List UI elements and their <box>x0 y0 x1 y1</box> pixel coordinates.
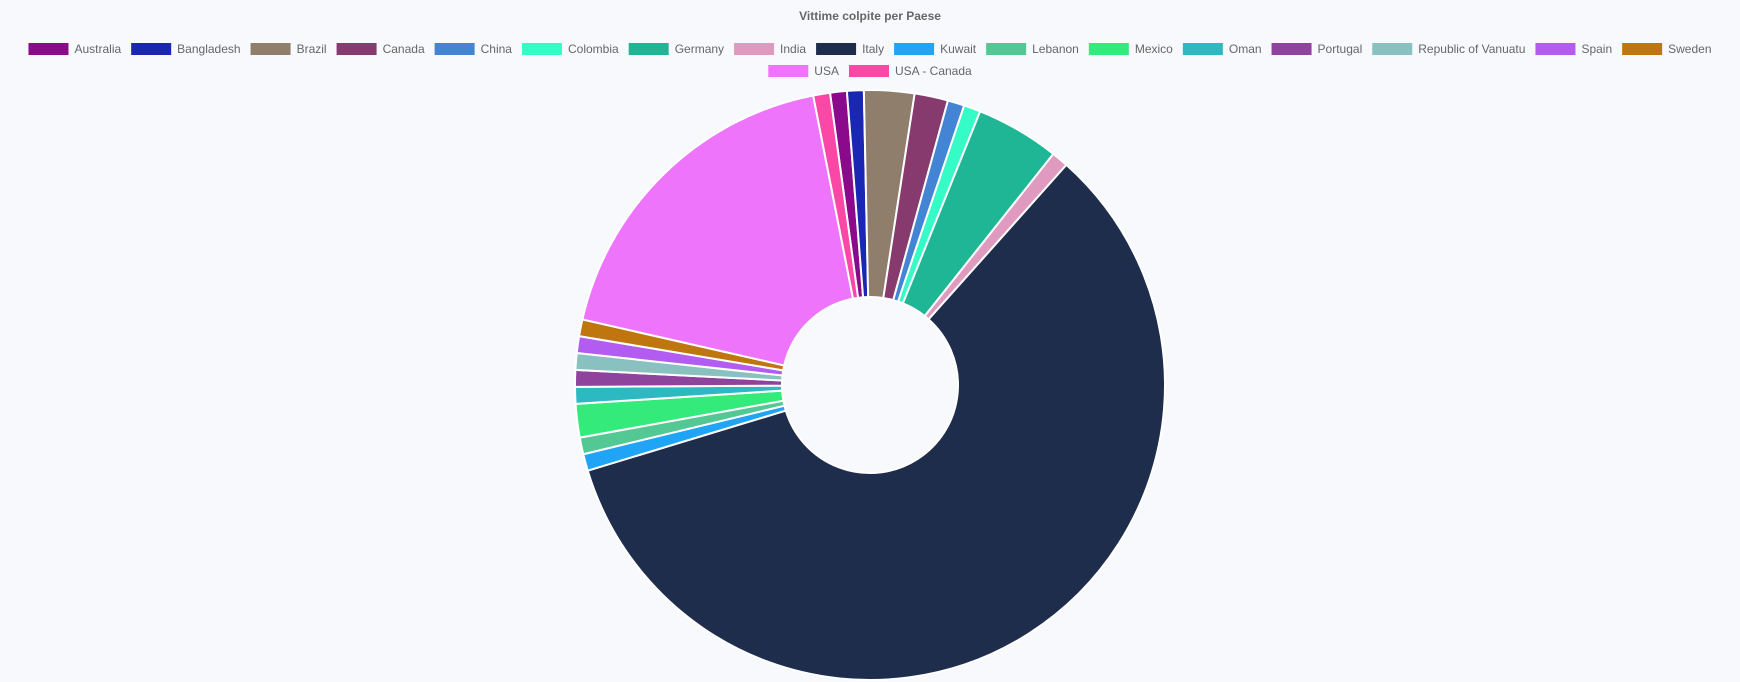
legend-swatch <box>1271 43 1312 55</box>
chart-title: Vittime colpite per Paese <box>799 9 941 23</box>
legend-item-usa[interactable]: USA <box>768 64 839 78</box>
legend-swatch <box>1622 43 1663 55</box>
legend-label: Australia <box>74 42 121 56</box>
legend-item-oman[interactable]: Oman <box>1182 42 1262 56</box>
legend-label: Bangladesh <box>177 42 240 56</box>
legend-item-usa-canada[interactable]: USA - Canada <box>848 64 972 78</box>
legend-item-lebanon[interactable]: Lebanon <box>986 42 1079 56</box>
legend-label: Republic of Vanuatu <box>1418 42 1525 56</box>
legend-swatch <box>28 43 69 55</box>
legend-swatch <box>1372 43 1413 55</box>
legend-item-canada[interactable]: Canada <box>336 42 425 56</box>
legend-label: Kuwait <box>940 42 977 56</box>
legend-label: Germany <box>675 42 724 56</box>
legend: Australia Bangladesh Brazil Canada China Colo… <box>28 42 1712 78</box>
legend-label: USA - Canada <box>895 64 972 78</box>
legend-swatch <box>1182 43 1223 55</box>
legend-item-italy[interactable]: Italy <box>816 42 884 56</box>
legend-item-spain[interactable]: Spain <box>1535 42 1612 56</box>
legend-swatch <box>768 65 809 77</box>
legend-label: Mexico <box>1135 42 1173 56</box>
legend-swatch <box>986 43 1027 55</box>
legend-label: Oman <box>1229 42 1262 56</box>
legend-label: Spain <box>1581 42 1612 56</box>
legend-item-kuwait[interactable]: Kuwait <box>894 42 977 56</box>
legend-swatch <box>848 65 889 77</box>
legend-item-bangladesh[interactable]: Bangladesh <box>131 42 241 56</box>
legend-item-sweden[interactable]: Sweden <box>1622 42 1712 56</box>
legend-swatch <box>336 43 377 55</box>
chart-slices <box>573 89 1166 681</box>
slice-italy[interactable] <box>586 163 1166 681</box>
legend-label: Brazil <box>297 42 327 56</box>
legend-swatch <box>521 43 562 55</box>
legend-label: India <box>780 42 806 56</box>
slice-usa-canada[interactable] <box>812 91 860 300</box>
legend-item-mexico[interactable]: Mexico <box>1088 42 1173 56</box>
legend-swatch <box>434 43 475 55</box>
legend-item-germany[interactable]: Germany <box>628 42 724 56</box>
legend-swatch <box>250 43 291 55</box>
legend-swatch <box>1535 43 1576 55</box>
legend-item-china[interactable]: China <box>434 42 513 56</box>
legend-label: Lebanon <box>1032 42 1079 56</box>
slice-usa[interactable] <box>581 94 855 367</box>
legend-swatch <box>734 43 775 55</box>
legend-swatch <box>628 43 669 55</box>
legend-label: Italy <box>862 42 884 56</box>
legend-item-republic-of-vanuatu[interactable]: Republic of Vanuatu <box>1372 42 1525 56</box>
legend-swatch <box>816 43 857 55</box>
legend-item-colombia[interactable]: Colombia <box>521 42 619 56</box>
legend-swatch <box>894 43 935 55</box>
legend-swatch <box>131 43 172 55</box>
legend-item-brazil[interactable]: Brazil <box>250 42 327 56</box>
legend-label: China <box>481 42 513 56</box>
legend-swatch <box>1088 43 1129 55</box>
legend-item-australia[interactable]: Australia <box>28 42 121 56</box>
legend-label: Canada <box>383 42 425 56</box>
legend-item-india[interactable]: India <box>734 42 806 56</box>
legend-item-portugal[interactable]: Portugal <box>1271 42 1363 56</box>
legend-label: USA <box>814 64 839 78</box>
legend-label: Portugal <box>1318 42 1363 56</box>
legend-label: Sweden <box>1668 42 1711 56</box>
legend-label: Colombia <box>568 42 619 56</box>
